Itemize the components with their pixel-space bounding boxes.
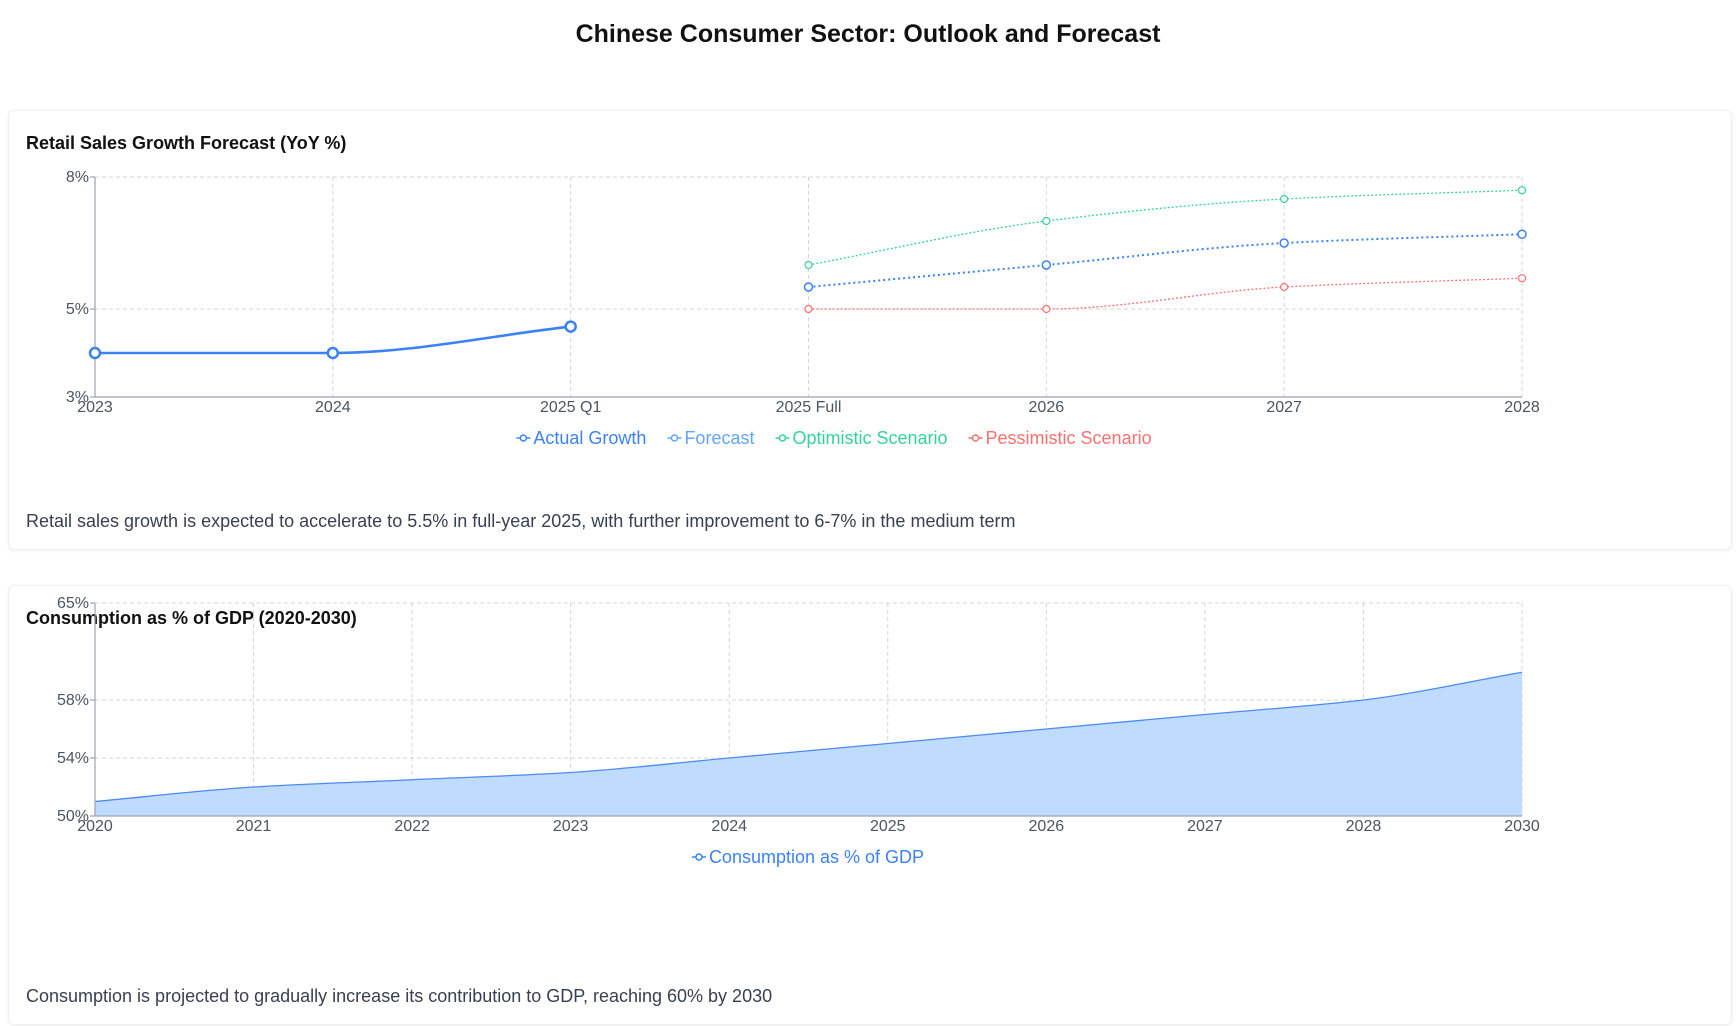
legend-dot-icon xyxy=(778,434,787,442)
consumption-area-fill xyxy=(95,672,1522,816)
legend-item-label: Optimistic Scenario xyxy=(792,428,947,448)
chart-legend: Consumption as % of GDP xyxy=(691,847,924,867)
legend-item-label: Consumption as % of GDP xyxy=(709,847,924,867)
retail-sales-line-chart: 8% 5% 3%2023 2024 2025 Q1 2025 Full 2026 2027 20… xyxy=(66,169,1540,448)
legend-item-label: Actual Growth xyxy=(533,428,646,448)
pessimistic-scenario-point xyxy=(804,304,813,314)
optimistic-scenario-line xyxy=(808,189,1523,266)
legend-dot-icon xyxy=(519,434,528,442)
y-tick-label: 5% xyxy=(66,301,89,318)
x-tick-label: 2026 xyxy=(1029,818,1065,835)
actual-growth-point xyxy=(326,346,340,360)
actual-growth-point xyxy=(88,346,102,360)
page-title: Chinese Consumer Sector: Outlook and For… xyxy=(575,20,1161,48)
x-tick-label: 2030 xyxy=(1504,818,1540,835)
x-tick-label: 2025 Full xyxy=(776,399,842,416)
chart-title: Retail Sales Growth Forecast (YoY %) xyxy=(26,133,347,153)
actual-growth-point xyxy=(564,320,577,333)
x-tick-label: 2025 Q1 xyxy=(540,399,601,416)
legend-dot-icon xyxy=(971,434,980,442)
chart-note: Consumption is projected to gradually in… xyxy=(26,986,773,1006)
y-tick-label: 50% xyxy=(57,808,89,825)
pessimistic-scenario-point xyxy=(1042,304,1051,314)
y-tick-label: 3% xyxy=(66,389,89,406)
y-tick-label: 58% xyxy=(57,692,89,709)
pessimistic-scenario-point xyxy=(1280,282,1289,292)
forecast-point xyxy=(1041,260,1052,270)
chart-note: Retail sales growth is expected to accel… xyxy=(26,511,1016,531)
x-tick-label: 2027 xyxy=(1266,399,1302,416)
x-tick-label: 2023 xyxy=(77,399,113,416)
optimistic-scenario-point xyxy=(1517,186,1527,195)
x-tick-label: 2023 xyxy=(553,818,589,835)
forecast-line xyxy=(808,233,1523,288)
legend-dot-icon xyxy=(670,434,679,442)
x-tick-label: 2022 xyxy=(394,818,430,835)
legend-item-label: Forecast xyxy=(684,428,754,448)
legend-dot-icon xyxy=(695,853,703,861)
consumption-gdp-area-chart: 65% 58% 54% 50%2020 2021 2022 2023 2024 2025 2026… xyxy=(57,595,1540,867)
y-tick-label: 54% xyxy=(57,750,89,767)
x-tick-label: 2028 xyxy=(1346,818,1382,835)
chart-legend: Actual Growth Forecast Optimistic Scenario… xyxy=(516,428,1152,448)
x-tick-label: 2028 xyxy=(1504,399,1540,416)
x-tick-label: 2020 xyxy=(77,818,113,835)
legend-item-label: Pessimistic Scenario xyxy=(986,428,1152,448)
y-tick-label: 65% xyxy=(57,595,89,612)
optimistic-scenario-point xyxy=(804,260,813,270)
x-tick-label: 2027 xyxy=(1187,818,1223,835)
x-tick-label: 2024 xyxy=(711,818,747,835)
optimistic-scenario-point xyxy=(1042,216,1051,226)
pessimistic-scenario-point xyxy=(1517,274,1527,283)
x-tick-label: 2026 xyxy=(1029,399,1065,416)
x-tick-label: 2021 xyxy=(236,818,272,835)
forecast-point xyxy=(803,282,814,292)
forecast-point xyxy=(1279,238,1289,248)
y-tick-label: 8% xyxy=(66,169,89,186)
pessimistic-scenario-line xyxy=(808,277,1523,310)
x-tick-label: 2025 xyxy=(870,818,906,835)
chart-title: Consumption as % of GDP (2020-2030) xyxy=(26,608,357,628)
x-tick-label: 2024 xyxy=(315,399,351,416)
optimistic-scenario-point xyxy=(1280,194,1289,204)
consumption-gdp-chart-card: Consumption as % of GDP (2020-2030) 65% 5… xyxy=(8,585,1732,1025)
forecast-point xyxy=(1517,229,1527,239)
consumption-area-line xyxy=(94,671,1523,803)
retail-sales-chart-card: Retail Sales Growth Forecast (YoY %) 8% 5… xyxy=(8,110,1732,550)
